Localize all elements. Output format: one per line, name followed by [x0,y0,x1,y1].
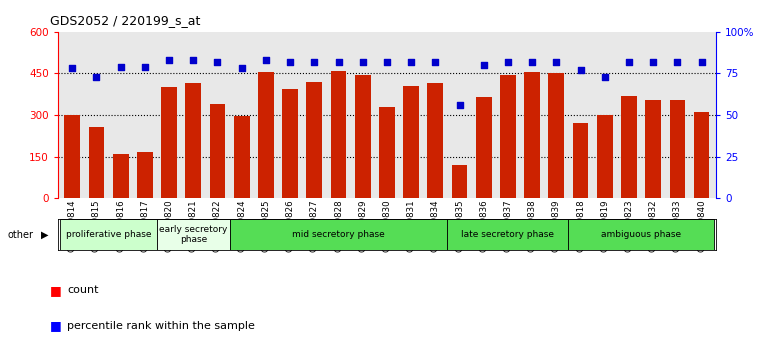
Point [357,59,369,65]
Bar [447,219,568,250]
Point [187,57,199,63]
Text: percentile rank within the sample: percentile rank within the sample [67,321,255,331]
Bar [330,71,346,198]
Bar [355,75,370,198]
Bar [427,83,444,198]
Text: ■: ■ [50,284,62,297]
Bar [621,96,637,198]
Bar [113,154,129,198]
Point [211,59,223,65]
Point [236,65,248,71]
Text: ambiguous phase: ambiguous phase [601,230,681,239]
Text: other: other [8,229,34,240]
Bar [157,219,229,250]
Point [115,64,127,70]
Point [380,59,393,65]
Bar [548,74,564,198]
Point [623,59,635,65]
Bar [669,100,685,198]
Text: count: count [67,285,99,295]
Bar [283,89,298,198]
Text: proliferative phase: proliferative phase [65,230,152,239]
Bar [258,72,274,198]
Point [429,59,441,65]
Point [308,59,320,65]
Point [695,59,708,65]
Bar [476,97,491,198]
Text: late secretory phase: late secretory phase [461,230,554,239]
Bar [694,112,709,198]
Text: mid secretory phase: mid secretory phase [292,230,385,239]
Text: GDS2052 / 220199_s_at: GDS2052 / 220199_s_at [50,14,200,27]
Bar [379,107,395,198]
Point [598,74,611,80]
Point [502,59,514,65]
Point [574,67,587,73]
Bar [60,219,157,250]
Point [163,57,176,63]
Point [284,59,296,65]
Point [551,59,563,65]
Bar [234,116,249,198]
Bar [229,219,447,250]
Bar [500,75,516,198]
Text: ▶: ▶ [41,229,49,240]
Bar [89,127,105,198]
Bar [645,100,661,198]
Point [259,57,272,63]
Point [405,59,417,65]
Bar [306,82,322,198]
Bar [452,165,467,198]
Bar [65,115,80,198]
Point [333,59,345,65]
Bar [209,104,226,198]
Point [647,59,659,65]
Bar [597,115,613,198]
Text: ■: ■ [50,319,62,332]
Point [139,64,151,70]
Point [90,74,102,80]
Point [454,102,466,108]
Point [66,65,79,71]
Text: early secretory
phase: early secretory phase [159,225,227,244]
Point [671,59,684,65]
Bar [568,219,714,250]
Point [526,59,538,65]
Bar [524,72,540,198]
Bar [573,124,588,198]
Bar [137,153,152,198]
Bar [161,87,177,198]
Point [477,62,490,68]
Bar [403,86,419,198]
Bar [186,83,201,198]
